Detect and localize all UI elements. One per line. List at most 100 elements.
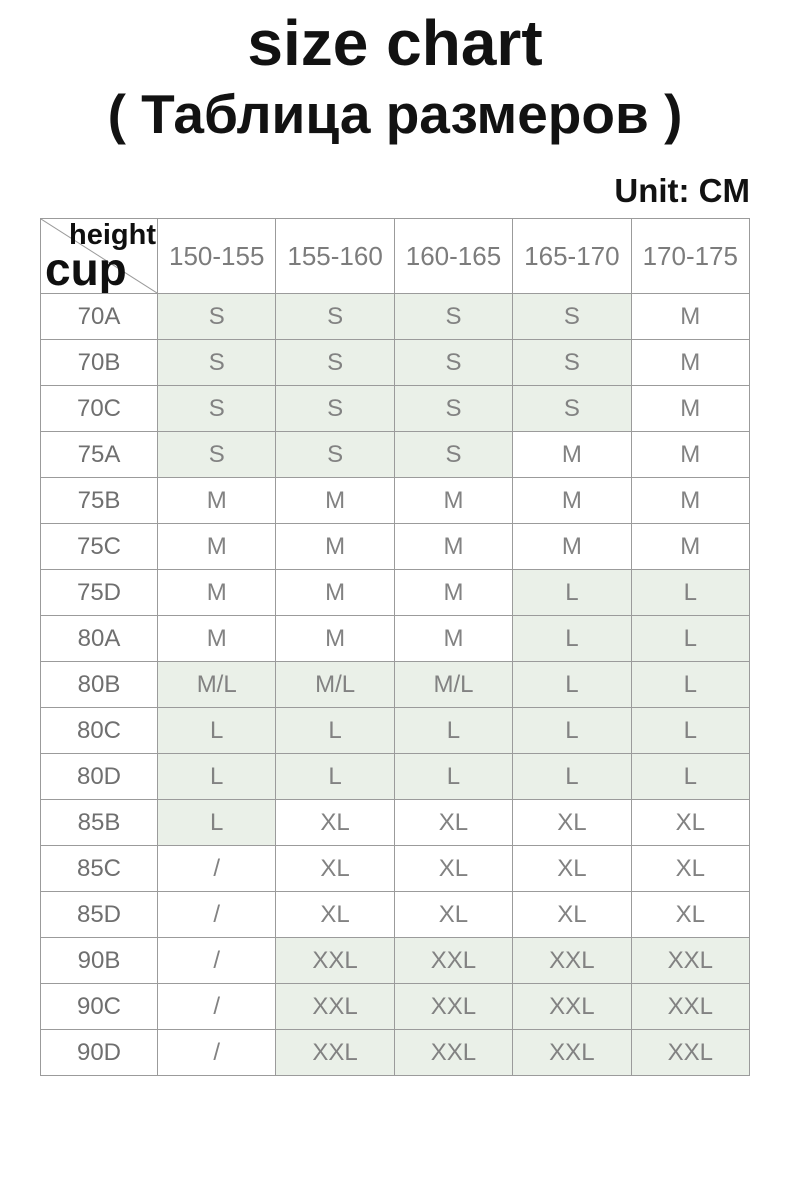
size-cell: L xyxy=(156,707,277,755)
size-table: height cup 150-155 155-160 160-165 165-1… xyxy=(40,218,751,1077)
size-cell: S xyxy=(393,431,514,479)
height-column-header: 165-170 xyxy=(512,218,632,295)
height-column-header: 150-155 xyxy=(156,218,277,295)
table-row: 80B M/L M/L M/L L L xyxy=(40,661,751,709)
corner-cell: height cup xyxy=(40,218,158,295)
size-cell: XL xyxy=(275,845,395,893)
size-cell: S xyxy=(393,385,514,433)
size-cell: L xyxy=(512,753,632,801)
diagonal-divider xyxy=(41,219,157,293)
size-cell: XL xyxy=(393,891,514,939)
size-cell: L xyxy=(630,753,751,801)
size-cell: XL xyxy=(512,799,632,847)
size-chart-page: size chart ( Таблица размеров ) Unit: CM… xyxy=(0,7,790,1196)
size-cell: / xyxy=(156,937,277,985)
size-cell: XL xyxy=(630,799,751,847)
size-cell: L xyxy=(512,615,632,663)
table-row: 70A S S S S M xyxy=(40,293,751,341)
table-row: 90C / XXL XXL XXL XXL xyxy=(40,983,751,1031)
cup-label: 80C xyxy=(40,707,158,755)
size-cell: XL xyxy=(630,845,751,893)
page-subtitle: ( Таблица размеров ) xyxy=(107,82,683,145)
table-row: 80A M M M L L xyxy=(40,615,751,663)
size-cell: L xyxy=(275,753,395,801)
size-cell: XL xyxy=(512,845,632,893)
size-cell: L xyxy=(630,661,751,709)
table-row: 90B / XXL XXL XXL XXL xyxy=(40,937,751,985)
cup-label: 90D xyxy=(40,1029,158,1077)
size-cell: XXL xyxy=(512,1029,632,1077)
cup-label: 85B xyxy=(40,799,158,847)
table-row: 70B S S S S M xyxy=(40,339,751,387)
size-cell: M xyxy=(393,523,514,571)
table-row: 85D / XL XL XL XL xyxy=(40,891,751,939)
size-cell: M xyxy=(630,523,751,571)
size-cell: M xyxy=(156,477,277,525)
size-cell: L xyxy=(512,661,632,709)
size-cell: L xyxy=(275,707,395,755)
table-row: 80C L L L L L xyxy=(40,707,751,755)
size-cell: XL xyxy=(393,845,514,893)
size-cell: XXL xyxy=(275,937,395,985)
size-cell: L xyxy=(512,569,632,617)
size-cell: XL xyxy=(630,891,751,939)
size-cell: M xyxy=(512,477,632,525)
size-cell: L xyxy=(630,569,751,617)
size-cell: L xyxy=(630,615,751,663)
size-cell: M xyxy=(393,615,514,663)
size-cell: S xyxy=(275,339,395,387)
size-cell: M xyxy=(156,569,277,617)
size-cell: XXL xyxy=(393,1029,514,1077)
size-cell: S xyxy=(275,293,395,341)
size-cell: M xyxy=(630,339,751,387)
size-cell: M xyxy=(156,615,277,663)
size-cell: M xyxy=(393,569,514,617)
cup-label: 90C xyxy=(40,983,158,1031)
cup-label: 80B xyxy=(40,661,158,709)
size-cell: S xyxy=(393,293,514,341)
size-cell: XXL xyxy=(630,937,751,985)
size-cell: XL xyxy=(512,891,632,939)
size-cell: L xyxy=(393,707,514,755)
size-cell: L xyxy=(512,707,632,755)
size-cell: XL xyxy=(275,891,395,939)
size-cell: XXL xyxy=(393,983,514,1031)
size-cell: M xyxy=(156,523,277,571)
corner-height-label: height xyxy=(69,219,156,252)
size-cell: L xyxy=(156,753,277,801)
page-title: size chart xyxy=(247,7,543,79)
size-cell: M xyxy=(630,431,751,479)
cup-label: 70C xyxy=(40,385,158,433)
size-cell: M xyxy=(275,569,395,617)
size-cell: M xyxy=(512,431,632,479)
size-cell: XXL xyxy=(630,983,751,1031)
corner-cup-label: cup xyxy=(45,243,127,294)
size-cell: L xyxy=(393,753,514,801)
size-cell: XXL xyxy=(275,1029,395,1077)
size-cell: M/L xyxy=(393,661,514,709)
table-row: 90D / XXL XXL XXL XXL xyxy=(40,1029,751,1077)
table-row: 70C S S S S M xyxy=(40,385,751,433)
size-cell: / xyxy=(156,1029,277,1077)
size-cell: S xyxy=(275,385,395,433)
size-cell: S xyxy=(393,339,514,387)
size-cell: XL xyxy=(393,799,514,847)
size-cell: M xyxy=(275,615,395,663)
cup-label: 70B xyxy=(40,339,158,387)
height-column-header: 170-175 xyxy=(630,218,751,295)
table-row: 80D L L L L L xyxy=(40,753,751,801)
size-cell: M xyxy=(275,523,395,571)
size-cell: S xyxy=(156,385,277,433)
size-cell: L xyxy=(630,707,751,755)
table-row: 85C / XL XL XL XL xyxy=(40,845,751,893)
size-cell: S xyxy=(512,385,632,433)
size-cell: XXL xyxy=(275,983,395,1031)
cup-label: 85D xyxy=(40,891,158,939)
size-cell: M xyxy=(275,477,395,525)
cup-label: 70A xyxy=(40,293,158,341)
table-row: 75D M M M L L xyxy=(40,569,751,617)
size-cell: S xyxy=(156,339,277,387)
size-cell: M xyxy=(393,477,514,525)
size-cell: XXL xyxy=(630,1029,751,1077)
size-cell: M/L xyxy=(156,661,277,709)
